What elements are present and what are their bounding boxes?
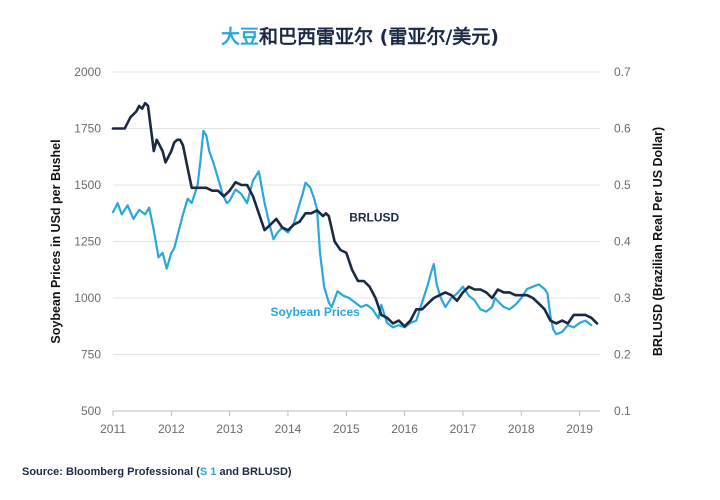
brlusd-series-line: [111, 101, 599, 328]
y-tick-label: 1000: [74, 291, 101, 305]
y-tick-label: 1500: [74, 178, 101, 192]
brlusd-annotation: BRLUSD: [349, 211, 399, 225]
x-tick-label: 2019: [566, 422, 593, 436]
source-note: Source: Bloomberg Professional (S 1 and …: [22, 466, 292, 478]
y2-axis-label: BRLUSD (Brazilian Real Per US Dollar): [651, 127, 665, 356]
x-tick-label: 2011: [100, 422, 126, 436]
source-prefix: Source: Bloomberg Professional (: [22, 466, 200, 478]
y2-tick-label: 0.4: [614, 235, 631, 249]
x-tick-label: 2016: [391, 422, 418, 436]
x-tick-label: 2013: [216, 422, 243, 436]
y2-tick-label: 0.3: [614, 291, 631, 305]
chart-title-rest: 和巴西雷亚尔 (雷亚尔/美元): [259, 26, 499, 48]
source-highlight: S 1: [199, 466, 217, 478]
x-tick-label: 2014: [275, 422, 302, 436]
y2-tick-label: 0.1: [614, 404, 631, 418]
soybean-series-line: [111, 129, 593, 336]
chart-title: 大豆和巴西雷亚尔 (雷亚尔/美元): [0, 22, 720, 49]
soybean-annotation: Soybean Prices: [270, 305, 360, 319]
y2-tick-label: 0.5: [614, 178, 631, 192]
x-tick-label: 2017: [450, 422, 477, 436]
x-tick-label: 2018: [508, 422, 535, 436]
y-tick-label: 1250: [74, 235, 101, 249]
source-suffix: and BRLUSD): [216, 466, 292, 478]
y2-tick-label: 0.7: [614, 65, 631, 79]
y-tick-label: 750: [81, 348, 101, 362]
y2-tick-label: 0.2: [614, 348, 631, 362]
y-tick-label: 2000: [74, 65, 101, 79]
y-axis-label: Soybean Prices in USd per Bushel: [49, 139, 63, 343]
y-tick-label: 1750: [74, 122, 101, 136]
y-tick-label: 500: [81, 404, 101, 418]
x-tick-label: 2015: [333, 422, 360, 436]
y2-tick-label: 0.6: [614, 122, 631, 136]
x-tick-label: 2012: [158, 422, 185, 436]
chart-title-accent: 大豆: [221, 26, 260, 48]
